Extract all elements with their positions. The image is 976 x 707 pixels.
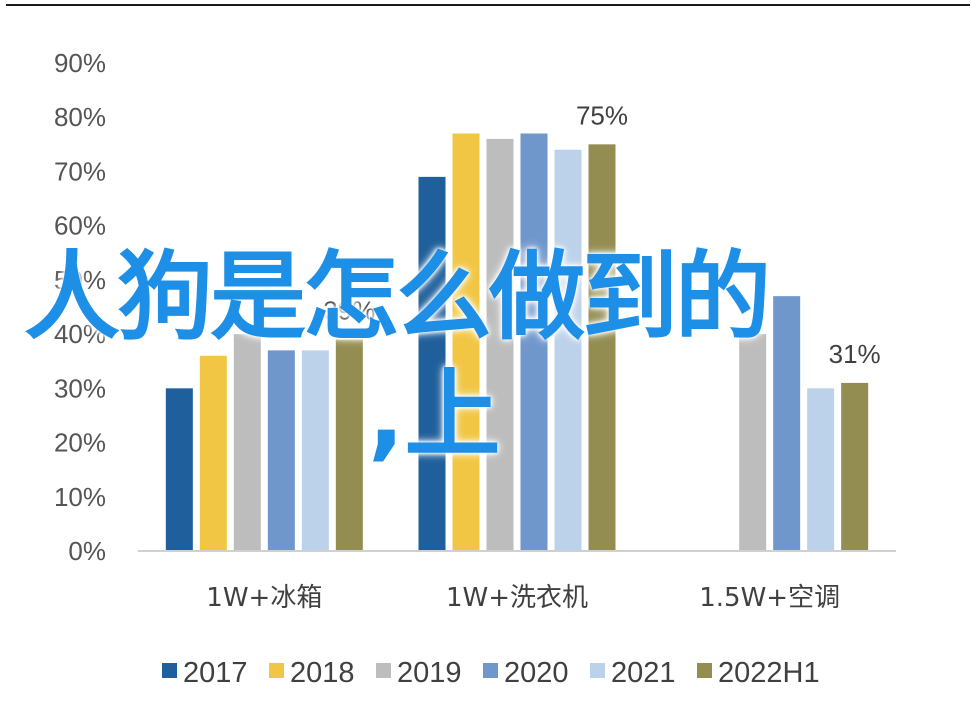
x-category-label: 1W+冰箱 [206, 583, 322, 613]
legend-swatch [590, 663, 605, 678]
bar [841, 382, 869, 551]
bar [588, 144, 616, 552]
bars [165, 133, 869, 552]
bar [267, 350, 295, 551]
legend-label: 2017 [183, 657, 248, 689]
y-tick-label: 50% [54, 265, 106, 295]
x-axis-labels: 1W+冰箱 1W+洗衣机 1.5W+空调 [206, 583, 840, 613]
x-category-label: 1.5W+空调 [699, 583, 840, 613]
y-tick-label: 90% [54, 48, 106, 78]
bar [739, 334, 767, 551]
data-label: 31% [829, 339, 881, 369]
legend-swatch [697, 663, 712, 678]
legend-label: 2018 [290, 657, 355, 689]
bar [773, 296, 801, 551]
bar [520, 133, 548, 551]
legend-label: 2020 [504, 657, 569, 689]
bar [486, 138, 514, 551]
bar [418, 176, 446, 551]
bar [452, 133, 480, 551]
legend-swatch [376, 663, 391, 678]
y-tick-label: 30% [54, 373, 106, 403]
y-tick-label: 20% [54, 428, 106, 458]
data-labels: 39% 75% 31% [323, 100, 880, 369]
bar [199, 355, 227, 551]
y-tick-label: 60% [54, 211, 106, 241]
legend-swatch [269, 663, 284, 678]
y-tick-label: 80% [54, 102, 106, 132]
y-axis: 0% 10% 20% 30% 40% 50% 60% 70% 80% 90% [54, 48, 106, 566]
legend-label: 2021 [611, 657, 676, 689]
bar [301, 350, 329, 551]
legend-swatch [483, 663, 498, 678]
legend: 2017 2018 2019 2020 2021 2022H1 [162, 657, 820, 689]
top-rule [6, 4, 970, 6]
legend-label: 2019 [397, 657, 462, 689]
x-category-label: 1W+洗衣机 [446, 583, 588, 613]
y-tick-label: 40% [54, 319, 106, 349]
bar [233, 334, 261, 551]
bar [165, 388, 193, 551]
y-tick-label: 0% [68, 536, 106, 566]
legend-swatch [162, 663, 177, 678]
data-label: 39% [323, 296, 375, 326]
y-tick-label: 10% [54, 482, 106, 512]
legend-label: 2022H1 [718, 657, 820, 689]
y-tick-label: 70% [54, 156, 106, 186]
data-label: 75% [576, 100, 628, 130]
bar [807, 388, 835, 551]
bar [554, 149, 582, 551]
bar [335, 339, 363, 551]
